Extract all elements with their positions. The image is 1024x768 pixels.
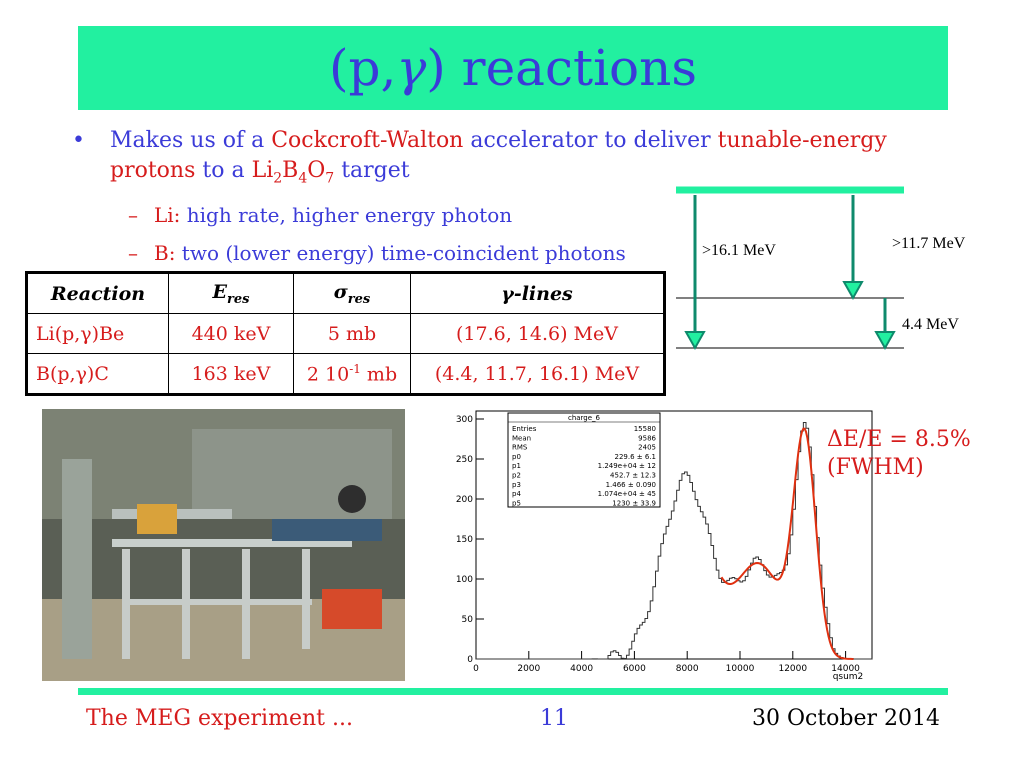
bullet-cockcroft: Cockcroft-Walton	[271, 128, 464, 153]
cell-eres: 163 keV	[168, 353, 294, 395]
cell-reaction: Li(p,γ)Be	[26, 313, 169, 354]
bullet-dot-icon: •	[72, 128, 85, 153]
stats-value: 15580	[634, 425, 656, 433]
stats-key: p4	[512, 490, 521, 498]
bullet-part: target	[334, 158, 410, 183]
reaction-table: Reaction Eres σres γ-lines Li(p,γ)Be 440…	[25, 271, 666, 396]
dash-icon: –	[128, 241, 138, 265]
dash-icon: –	[128, 203, 138, 227]
stats-value: 1.249e+04 ± 12	[598, 462, 656, 470]
cell-gamma-lines: (4.4, 11.7, 16.1) MeV	[410, 353, 665, 395]
stats-key: p0	[512, 453, 521, 461]
footer-date: 30 October 2014	[752, 706, 941, 731]
stats-value: 1.466 ± 0.090	[606, 481, 656, 489]
target-o-sub: 7	[325, 170, 335, 187]
x-tick-label: 6000	[623, 664, 646, 674]
bullet-part: accelerator to deliver	[463, 128, 718, 153]
target-b-sub: 4	[298, 170, 308, 187]
y-tick-label: 50	[462, 615, 474, 625]
title-bar: (p,γ) reactions	[78, 26, 948, 110]
title-gamma: γ	[396, 39, 427, 97]
target-o: O	[307, 158, 326, 183]
x-tick-label: 12000	[778, 664, 807, 674]
charge-spectrum-plot: 0 50 100 150 200 250 300 0 2000 4000 6000 8000 1000…	[448, 405, 878, 683]
y-tick-label: 100	[456, 575, 473, 585]
x-tick-label: 10000	[726, 664, 755, 674]
arrow-4-4	[874, 298, 896, 351]
header-gamma-lines: γ-lines	[410, 272, 665, 314]
arrow-11-7	[842, 195, 864, 301]
sub-bullet-label: B:	[154, 241, 176, 265]
x-tick-label: 2000	[517, 664, 540, 674]
footer-title: The MEG experiment ...	[86, 706, 353, 731]
bullet-part: Makes us of a	[110, 128, 272, 153]
label-4-4-mev: 4.4 MeV	[902, 316, 959, 333]
stats-value: 1.074e+04 ± 45	[598, 490, 656, 498]
sub-bullet-label: Li:	[154, 203, 181, 227]
bullet-part: to a	[195, 158, 252, 183]
table-row: Li(p,γ)Be 440 keV 5 mb (17.6, 14.6) MeV	[26, 313, 665, 354]
stats-value: 9586	[638, 434, 656, 442]
target-li-sub: 2	[273, 170, 283, 187]
title-prefix: (p,	[328, 39, 397, 97]
stats-value: 2405	[638, 444, 656, 452]
stats-value: 452.7 ± 12.3	[610, 472, 656, 480]
cell-eres: 440 keV	[168, 313, 294, 354]
accelerator-photo	[42, 409, 405, 681]
x-tick-label: 8000	[676, 664, 699, 674]
resolution-value: ΔE/E = 8.5%	[827, 427, 971, 452]
header-sigma: σres	[293, 272, 411, 314]
cell-reaction: B(p,γ)C	[26, 353, 169, 395]
stats-key: p3	[512, 481, 521, 489]
stats-key: p2	[512, 472, 521, 480]
label-11-7-mev: >11.7 MeV	[892, 235, 966, 252]
resolution-fwhm: (FWHM)	[827, 455, 924, 480]
sub-bullet-text: high rate, higher energy photon	[180, 203, 513, 227]
level-diagram: >16.1 MeV >11.7 MeV 4.4 MeV	[676, 186, 966, 351]
target-li: Li	[251, 158, 274, 183]
arrow-16-1	[684, 195, 706, 351]
main-bullet-text: Makes us of a Cockcroft-Walton accelerat…	[110, 126, 910, 193]
header-reaction: Reaction	[26, 272, 169, 314]
header-eres: Eres	[168, 272, 294, 314]
cell-sigma: 5 mb	[293, 313, 411, 354]
y-tick-label: 150	[456, 535, 473, 545]
stats-key: Mean	[512, 434, 531, 442]
stats-key: RMS	[512, 444, 528, 452]
x-axis-label: qsum2	[833, 672, 864, 682]
fit-curve	[720, 427, 854, 660]
stats-key: p1	[512, 462, 521, 470]
table-header-row: Reaction Eres σres γ-lines	[26, 272, 665, 314]
stats-value: 1230 ± 33.9	[612, 499, 656, 507]
histogram-line	[476, 422, 873, 660]
x-axis-ticks: 0 2000 4000 6000 8000 10000 12000 14000	[473, 651, 860, 674]
bullet-tunable: tunable-energy protons	[110, 128, 887, 183]
y-axis-ticks: 0 50 100 150 200 250 300	[456, 415, 484, 665]
stats-box: charge_6 Entries 15580 Mean 9586 RMS 2405 p0 22…	[507, 412, 661, 508]
label-16-1-mev: >16.1 MeV	[702, 242, 776, 259]
x-tick-label: 4000	[570, 664, 593, 674]
sub-bullet-text: two (lower energy) time-coincident photo…	[175, 241, 626, 265]
page-number: 11	[540, 706, 568, 731]
resolution-annotation: ΔE/E = 8.5% (FWHM)	[827, 426, 971, 482]
stats-key: Entries	[512, 425, 537, 433]
stats-key: p5	[512, 499, 521, 507]
y-tick-label: 250	[456, 455, 473, 465]
x-tick-label: 0	[473, 664, 479, 674]
stats-title: charge_6	[568, 414, 601, 422]
x-tick-label: 14000	[831, 664, 860, 674]
target-b: B	[282, 158, 299, 183]
stats-value: 229.6 ± 6.1	[615, 453, 657, 461]
table-row: B(p,γ)C 163 keV 2 10-1 mb (4.4, 11.7, 16…	[26, 353, 665, 395]
cell-sigma: 2 10-1 mb	[293, 353, 411, 395]
title-suffix: ) reactions	[426, 39, 698, 97]
slide-title: (p,γ) reactions	[78, 26, 948, 110]
cell-gamma-lines: (17.6, 14.6) MeV	[410, 313, 665, 354]
footer-bar	[78, 688, 948, 695]
y-tick-label: 0	[467, 655, 473, 665]
y-tick-label: 200	[456, 495, 473, 505]
y-tick-label: 300	[456, 415, 473, 425]
